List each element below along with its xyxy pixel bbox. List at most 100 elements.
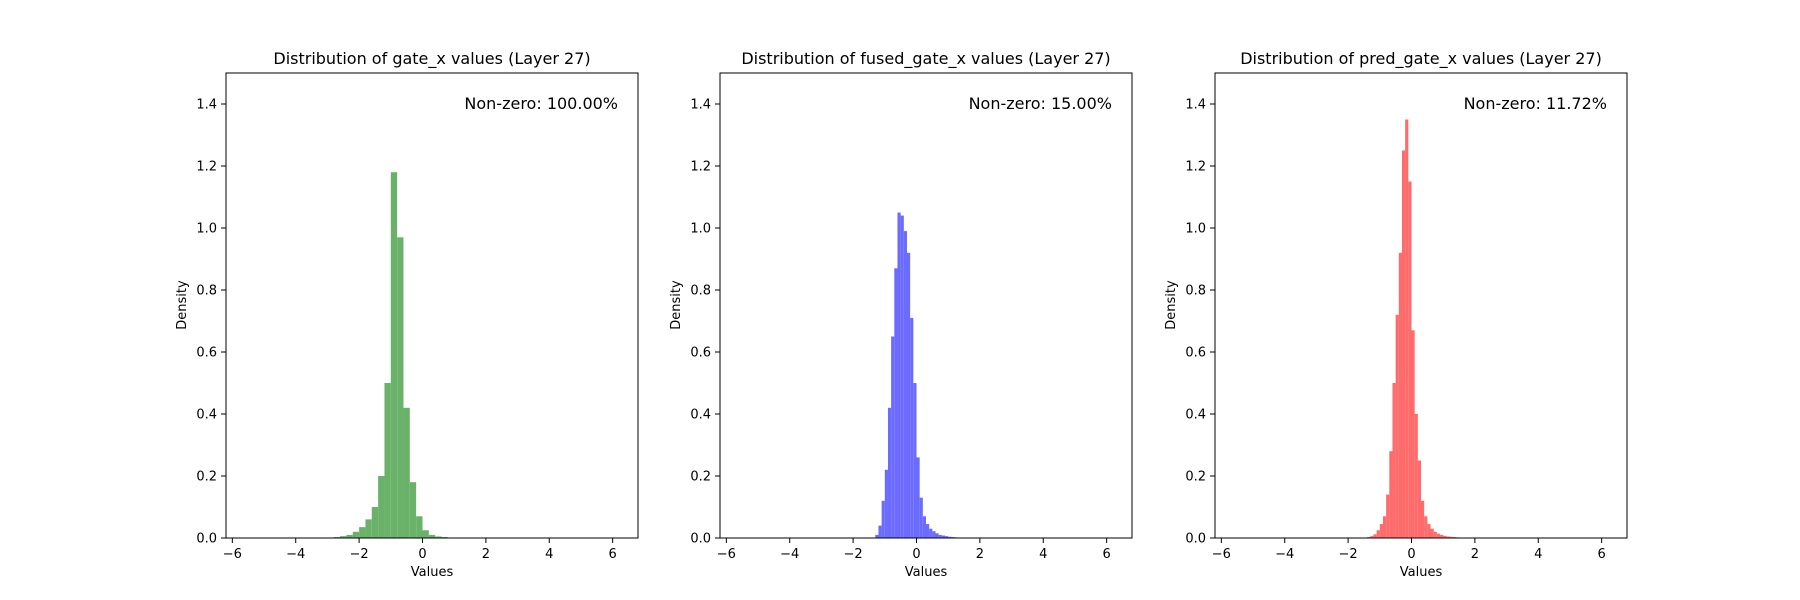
y-axis-label: Density	[1164, 280, 1179, 330]
y-tick-label: 1.4	[690, 98, 711, 113]
histogram-bar	[365, 519, 372, 538]
histogram-bar	[922, 516, 926, 538]
histogram-bar	[352, 531, 360, 538]
histogram-bar	[891, 336, 895, 538]
histogram-bar	[1373, 534, 1377, 538]
histogram-bar	[346, 534, 353, 538]
histogram-bar	[897, 212, 901, 538]
chart-title: Distribution of fused_gate_x values (Lay…	[741, 49, 1110, 69]
histogram-bar	[903, 231, 907, 538]
histogram-bar	[435, 536, 442, 538]
subplot-pred-gate-x: Distribution of pred_gate_x values (Laye…	[1164, 49, 1628, 580]
y-tick-label: 0.6	[690, 346, 711, 361]
histogram-bar	[926, 524, 930, 538]
y-tick-label: 0.0	[1185, 532, 1206, 547]
x-tick-label: 6	[1598, 547, 1606, 562]
x-axis-label: Values	[411, 565, 454, 580]
histogram-bar	[906, 252, 911, 539]
histogram-bar	[378, 476, 385, 538]
histogram-bar	[1389, 451, 1393, 538]
histogram-bar	[916, 457, 920, 538]
histogram-bar	[1398, 252, 1402, 539]
x-tick-label: −6	[717, 547, 736, 562]
histogram-bar	[1392, 383, 1396, 538]
y-tick-label: 1.0	[196, 222, 217, 237]
histogram-bar	[932, 531, 936, 538]
axis-ticks: −6 −4 −2 0 2 4 6 0.0 0.2 0.4 0.6 0.8 1.0 1.2 1.4	[1185, 98, 1605, 563]
histogram-bar	[1433, 531, 1437, 538]
histogram-bar	[913, 383, 917, 538]
histogram-bar	[910, 317, 914, 538]
histogram-bar	[422, 530, 429, 538]
histogram-bar	[1386, 494, 1390, 538]
y-tick-label: 1.4	[1185, 98, 1206, 113]
x-tick-label: 0	[912, 547, 920, 562]
histogram-bars	[333, 172, 455, 539]
histogram-bar	[887, 407, 892, 538]
plot-frame	[225, 72, 639, 539]
axis-ticks: −6 −4 −2 0 2 4 6 0.0 0.2 0.4 0.6 0.8 1.0 1.2 1.4	[196, 98, 616, 563]
histogram-bar	[1382, 516, 1387, 538]
histogram-bar	[919, 497, 923, 538]
histogram-bar	[1370, 536, 1374, 538]
y-axis-label: Density	[175, 280, 190, 330]
histogram-bar	[1414, 414, 1418, 538]
x-tick-label: −4	[1275, 547, 1294, 562]
y-tick-label: 0.6	[1185, 346, 1206, 361]
histogram-bar	[884, 469, 888, 538]
histogram-bar	[403, 407, 410, 538]
histogram-bars	[1367, 119, 1460, 539]
histogram-bar	[941, 535, 946, 538]
histogram-bar	[1443, 535, 1447, 538]
x-axis-label: Values	[905, 565, 948, 580]
y-tick-label: 0.2	[690, 470, 711, 485]
y-axis-label: Density	[669, 280, 684, 330]
x-tick-label: 2	[976, 547, 984, 562]
histogram-bar	[359, 527, 366, 538]
histogram-bar	[1446, 536, 1450, 538]
x-tick-label: −6	[1212, 547, 1231, 562]
x-tick-label: 6	[1103, 547, 1111, 562]
y-tick-label: 0.8	[690, 284, 711, 299]
x-tick-label: 0	[418, 547, 426, 562]
nonzero-annotation: Non-zero: 15.00%	[969, 94, 1112, 113]
histogram-bar	[428, 534, 436, 538]
y-tick-label: 0.4	[690, 408, 711, 423]
histogram-bars	[875, 212, 961, 539]
x-tick-label: 2	[1471, 547, 1479, 562]
histogram-bar	[1440, 534, 1444, 538]
nonzero-annotation: Non-zero: 11.72%	[1464, 94, 1607, 113]
x-tick-label: −2	[844, 547, 863, 562]
nonzero-annotation: Non-zero: 100.00%	[464, 94, 618, 113]
histogram-bar	[881, 500, 885, 538]
histogram-bar	[390, 172, 398, 538]
chart-title: Distribution of gate_x values (Layer 27)	[273, 49, 590, 69]
x-tick-label: 4	[1534, 547, 1542, 562]
histogram-bar	[416, 516, 423, 538]
y-tick-label: 0.2	[1185, 470, 1206, 485]
y-tick-label: 0.8	[196, 284, 217, 299]
y-tick-label: 0.6	[196, 346, 217, 361]
y-tick-label: 1.2	[690, 160, 711, 175]
y-tick-label: 0.2	[196, 470, 217, 485]
chart-title: Distribution of pred_gate_x values (Laye…	[1240, 49, 1602, 69]
x-tick-label: −2	[1339, 547, 1358, 562]
y-tick-label: 0.8	[1185, 284, 1206, 299]
y-tick-label: 0.0	[196, 532, 217, 547]
histogram-bar	[935, 533, 939, 538]
y-tick-label: 1.0	[1185, 222, 1206, 237]
histogram-bar	[1401, 150, 1406, 538]
y-tick-label: 0.4	[196, 408, 217, 423]
y-tick-label: 0.0	[690, 532, 711, 547]
axis-ticks: −6 −4 −2 0 2 4 6 0.0 0.2 0.4 0.6 0.8 1.0 1.2 1.4	[690, 98, 1110, 563]
histogram-bar	[1421, 500, 1425, 538]
histogram-bar	[1427, 524, 1431, 538]
histogram-bar	[875, 534, 879, 538]
histogram-bar	[409, 482, 417, 538]
y-tick-label: 1.0	[690, 222, 711, 237]
x-tick-label: 2	[482, 547, 490, 562]
y-tick-label: 1.4	[196, 98, 217, 113]
y-tick-label: 0.4	[1185, 408, 1206, 423]
histogram-bar	[878, 525, 882, 538]
